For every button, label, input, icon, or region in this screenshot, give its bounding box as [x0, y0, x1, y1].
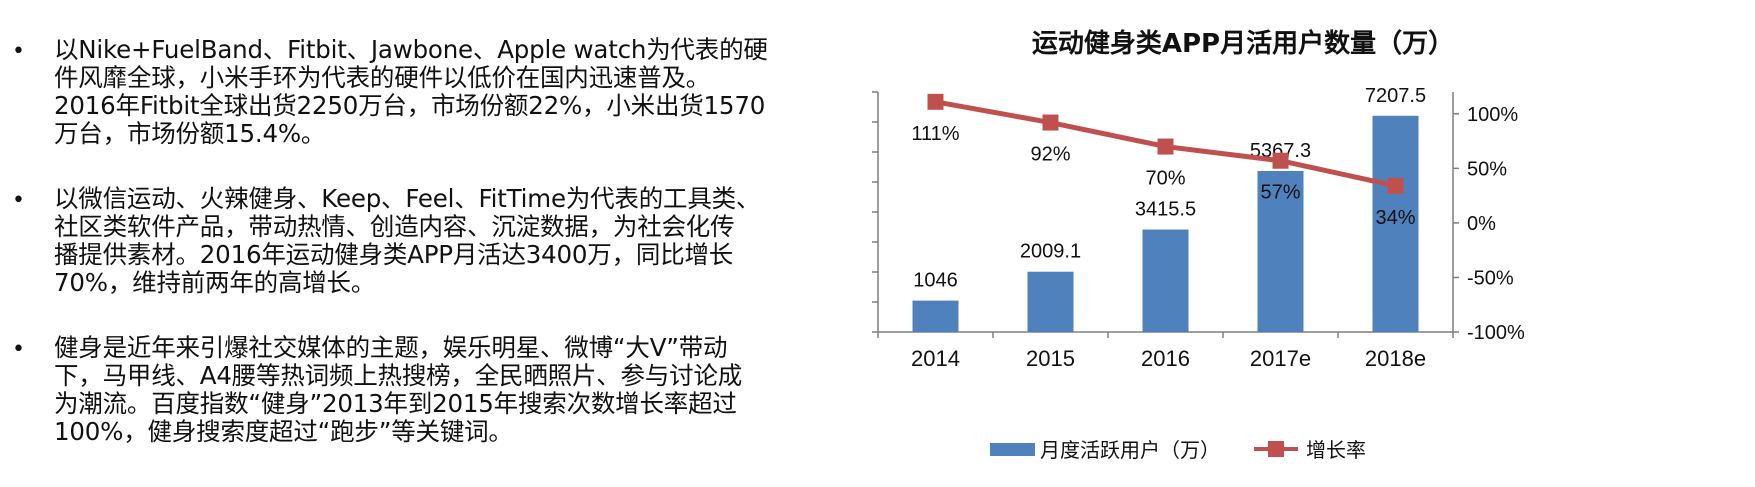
line-point — [927, 93, 944, 110]
legend-bar-label: 月度活跃用户（万） — [1040, 438, 1220, 462]
line-point — [1157, 138, 1174, 155]
bullet-dot-icon: • — [12, 39, 25, 64]
bullet-text-line: 社区类软件产品，带动热情、创造内容、沉淀数据，为社会化传 — [54, 212, 735, 241]
bullet-text-line: 件风靡全球，小米手环为代表的硬件以低价在国内迅速普及。 — [54, 63, 711, 92]
line-point — [1387, 177, 1404, 194]
mau-chart: 运动健身类APP月活用户数量（万） 0100020003000400050006… — [872, 28, 1525, 462]
y-tick-label-right: 50% — [1467, 158, 1507, 180]
legend-bar-swatch — [990, 443, 1035, 456]
x-tick-label: 2016 — [1141, 346, 1190, 371]
bullet-item: • 以Nike+FuelBand、Fitbit、Jawbone、Apple wa… — [10, 36, 870, 148]
line-value-label: 92% — [1030, 144, 1070, 166]
legend-line-label: 增长率 — [1306, 438, 1366, 462]
bar — [1027, 271, 1074, 332]
bar-value-label: 2009.1 — [1020, 241, 1081, 263]
x-tick-label: 2014 — [911, 346, 960, 371]
bar — [1372, 115, 1419, 333]
bullet-text-line: 以微信运动、火辣健身、Keep、Feel、FitTime为代表的工具类、 — [54, 184, 761, 213]
y-tick-label-right: -50% — [1467, 267, 1514, 289]
bullet-dot-icon: • — [12, 337, 25, 362]
bar — [1142, 229, 1189, 332]
y-tick-label-right: 0% — [1467, 213, 1496, 235]
bullet-text-line: 播提供素材。2016年运动健身类APP月活达3400万，同比增长 — [54, 240, 734, 269]
bullet-text-line: 健身是近年来引爆社交媒体的主题，娱乐明星、微博“大V”带动 — [54, 333, 728, 362]
line-value-label: 70% — [1145, 168, 1185, 190]
chart-axes: 010002000300040005000600070008000-100%-5… — [872, 91, 1525, 371]
bullet-list: • 以Nike+FuelBand、Fitbit、Jawbone、Apple wa… — [10, 36, 870, 483]
bar-value-label: 3415.5 — [1135, 199, 1196, 221]
bullet-text-line: 70%，维持前两年的高增长。 — [54, 268, 376, 297]
x-tick-label: 2018e — [1365, 346, 1426, 371]
x-tick-label: 2017e — [1250, 346, 1311, 371]
x-tick-label: 2015 — [1026, 346, 1075, 371]
line-point — [1042, 114, 1059, 131]
bar-value-label: 7207.5 — [1365, 85, 1426, 107]
bar-value-label: 1046 — [913, 270, 958, 292]
line-value-label: 57% — [1260, 182, 1300, 204]
y-tick-label-right: 100% — [1467, 104, 1518, 126]
bullet-dot-icon: • — [12, 188, 25, 213]
bullet-text-line: 万台，市场份额15.4%。 — [54, 119, 326, 148]
bullet-text-line: 为潮流。百度指数“健身”2013年到2015年搜索次数增长率超过 — [54, 389, 737, 418]
chart-legend: 月度活跃用户（万） 增长率 — [990, 438, 1366, 462]
bullet-text-line: 2016年Fitbit全球出货2250万台，市场份额22%，小米出货1570 — [54, 91, 766, 120]
y-tick-label-right: -100% — [1467, 322, 1525, 344]
line-series — [927, 93, 1404, 194]
line-value-label: 34% — [1375, 207, 1415, 229]
bullet-text-line: 以Nike+FuelBand、Fitbit、Jawbone、Apple watc… — [54, 35, 768, 64]
bar — [1257, 170, 1304, 332]
line-value-label: 111% — [911, 123, 959, 145]
bullet-text-line: 100%，健身搜索度超过“跑步”等关键词。 — [54, 417, 513, 446]
line-point — [1272, 152, 1289, 169]
bullet-item: • 健身是近年来引爆社交媒体的主题，娱乐明星、微博“大V”带动 下，马甲线、A4… — [10, 334, 870, 446]
chart-title: 运动健身类APP月活用户数量（万） — [1032, 28, 1454, 59]
bar — [912, 300, 959, 332]
line-labels: 111% 92% 70% 57% 34% — [911, 123, 1415, 229]
legend-line-marker-icon — [1268, 441, 1284, 457]
bullet-text-line: 下，马甲线、A4腰等热词频上热搜榜，全民晒照片、参与讨论成 — [54, 361, 743, 390]
bullet-item: • 以微信运动、火辣健身、Keep、Feel、FitTime为代表的工具类、 社… — [10, 185, 870, 297]
bar-series — [912, 115, 1419, 333]
